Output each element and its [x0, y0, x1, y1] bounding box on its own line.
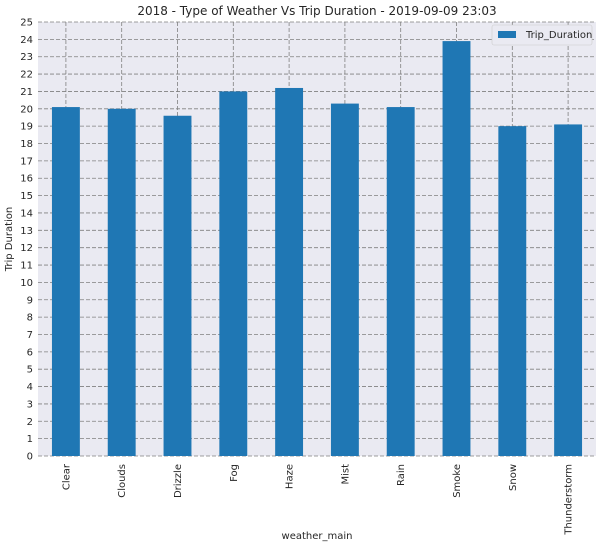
x-tick-label: Clouds — [117, 464, 128, 498]
y-tick-label: 19 — [20, 122, 33, 133]
bar-snow — [498, 126, 527, 456]
y-tick-label: 0 — [27, 452, 33, 463]
legend-label: Trip_Duration — [525, 30, 592, 41]
x-tick-label: Clear — [61, 463, 72, 490]
y-tick-label: 8 — [27, 313, 33, 324]
y-tick-label: 22 — [20, 70, 33, 81]
bar-smoke — [442, 41, 471, 456]
y-tick-label: 12 — [20, 243, 33, 254]
legend-box — [491, 24, 593, 46]
bar-clear — [51, 107, 80, 457]
y-tick-label: 11 — [20, 261, 33, 272]
y-tick-label: 7 — [27, 330, 33, 341]
x-tick-label: Thunderstorm — [564, 464, 575, 536]
x-axis-label: weather_main — [282, 531, 353, 542]
y-tick-label: 5 — [27, 365, 33, 376]
bars — [51, 41, 583, 457]
y-tick-label: 16 — [20, 174, 33, 185]
y-tick-label: 14 — [20, 208, 33, 219]
y-tick-label: 21 — [20, 87, 33, 98]
y-tick-label: 6 — [27, 347, 33, 358]
bar-haze — [275, 87, 304, 456]
y-tick-label: 2 — [27, 417, 33, 428]
x-tick-label: Haze — [285, 464, 296, 489]
y-tick-label: 25 — [20, 18, 33, 29]
x-tick-label: Drizzle — [173, 464, 184, 498]
x-tick-label: Mist — [340, 464, 351, 485]
x-tick-label: Rain — [396, 464, 407, 486]
bar-rain — [386, 107, 415, 457]
y-tick-label: 10 — [20, 278, 33, 289]
y-axis-ticks: 0123456789101112131415161718192021222324… — [20, 18, 33, 463]
legend-swatch — [498, 31, 516, 38]
x-tick-label: Fog — [229, 464, 240, 482]
x-tick-label: Smoke — [452, 464, 463, 498]
y-tick-label: 4 — [27, 382, 33, 393]
y-tick-label: 3 — [27, 399, 33, 410]
y-tick-label: 17 — [20, 156, 33, 167]
x-tick-label: Snow — [508, 464, 519, 491]
y-axis-label: Trip Duration — [4, 207, 15, 273]
y-tick-label: 1 — [27, 434, 33, 445]
y-tick-label: 23 — [20, 52, 33, 63]
x-axis-ticks: Clear Clouds Drizzle Fog Haze Mist Rain Smoke Sn… — [61, 463, 574, 536]
legend: Trip_Duration — [491, 24, 593, 46]
bar-thunderstorm — [554, 124, 583, 456]
chart-title: 2018 - Type of Weather Vs Trip Duration … — [137, 4, 496, 18]
y-tick-label: 24 — [20, 35, 33, 46]
y-tick-label: 18 — [20, 139, 33, 150]
y-tick-label: 15 — [20, 191, 33, 202]
bar-fog — [219, 91, 248, 456]
y-tick-label: 13 — [20, 226, 33, 237]
y-tick-label: 9 — [27, 295, 33, 306]
bar-mist — [330, 103, 359, 456]
y-tick-label: 20 — [20, 104, 33, 115]
bar-clouds — [107, 108, 136, 457]
bar-drizzle — [163, 115, 192, 456]
